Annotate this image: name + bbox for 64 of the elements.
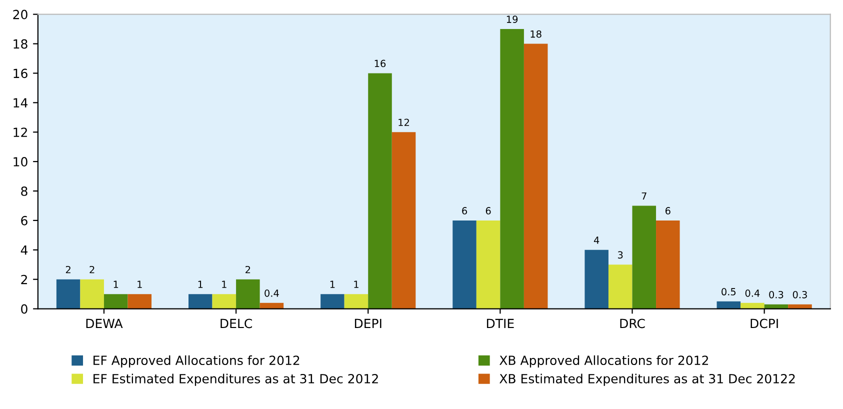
data-label: 1	[222, 280, 226, 288]
data-label: 1	[354, 280, 358, 288]
data-label: 3	[618, 251, 623, 259]
x-tick-label: DTIE	[486, 318, 514, 328]
data-label: 1	[198, 280, 203, 288]
data-label: 7	[642, 192, 646, 200]
data-label: 18	[530, 30, 542, 38]
data-label: 0.3	[792, 290, 807, 298]
y-tick-label: 4	[20, 246, 28, 255]
data-label: 0.4	[745, 290, 760, 297]
bar	[104, 294, 128, 309]
y-tick-label: 2	[21, 274, 27, 284]
bar	[656, 220, 680, 309]
legend-label: XB Estimated Expenditures as at 31 Dec 20122	[500, 374, 795, 386]
data-label: 2	[246, 266, 250, 274]
data-label: 4	[594, 236, 600, 244]
x-tick-label: DEWA	[86, 318, 123, 328]
bar	[188, 294, 212, 309]
y-tick-label: 0	[21, 304, 28, 314]
y-tick-label: 16	[14, 68, 28, 78]
data-label: 1	[330, 280, 335, 288]
x-tick-label: DRC	[620, 318, 645, 328]
data-label: 0.4	[264, 290, 279, 297]
legend-label: XB Approved Allocations for 2012	[500, 355, 708, 368]
bar	[56, 279, 80, 309]
y-tick-label: 12	[14, 128, 27, 137]
x-tick-label: DELC	[220, 318, 252, 328]
bar	[524, 44, 548, 309]
bar	[500, 29, 524, 309]
y-tick-label: 14	[14, 98, 28, 108]
y-tick-label: 6	[21, 216, 28, 226]
data-label: 1	[114, 280, 118, 288]
y-tick-label: 10	[14, 157, 28, 166]
bar	[452, 220, 476, 309]
bar	[632, 206, 656, 309]
data-label: 0.3	[769, 290, 784, 298]
bar	[392, 132, 416, 309]
data-label: 2	[66, 266, 70, 274]
data-label: 6	[665, 207, 670, 214]
data-label: 0.5	[722, 288, 736, 296]
data-label: 19	[506, 16, 518, 23]
bar	[608, 264, 632, 309]
bar	[236, 279, 260, 309]
y-tick-label: 18	[14, 39, 28, 49]
bar	[368, 73, 392, 309]
bar	[80, 279, 104, 309]
data-label: 12	[398, 118, 409, 126]
data-label: 16	[374, 60, 386, 68]
data-label: 1	[138, 280, 142, 288]
data-label: 2	[90, 266, 94, 274]
y-tick-label: 20	[13, 10, 28, 20]
y-tick-label: 8	[21, 186, 28, 196]
bar	[320, 294, 344, 309]
x-tick-label: DCPI	[750, 318, 778, 328]
x-tick-label: DEPI	[354, 318, 382, 328]
bar	[584, 250, 608, 309]
bar	[212, 294, 236, 309]
legend-label: EF Estimated Expenditures as at 31 Dec 2012	[94, 374, 378, 386]
bar	[476, 220, 500, 309]
bar	[128, 294, 152, 309]
data-label: 6	[462, 207, 467, 214]
legend-label: EF Approved Allocations for 2012	[94, 355, 300, 368]
data-label: 6	[486, 207, 491, 214]
bar	[344, 294, 368, 309]
